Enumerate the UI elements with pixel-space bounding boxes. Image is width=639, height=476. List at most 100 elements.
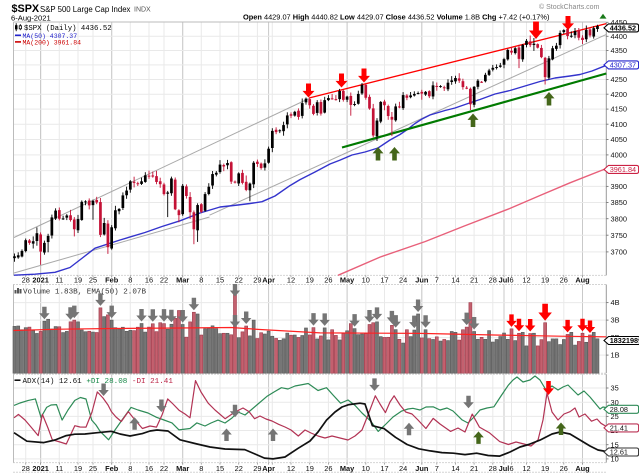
svg-text:4200: 4200 bbox=[611, 90, 627, 99]
svg-text:10: 10 bbox=[611, 455, 619, 464]
svg-text:25: 25 bbox=[89, 464, 97, 473]
svg-text:22: 22 bbox=[235, 276, 243, 285]
svg-text:3800: 3800 bbox=[611, 214, 627, 223]
svg-text:6-Aug-2021: 6-Aug-2021 bbox=[11, 14, 51, 23]
svg-text:7: 7 bbox=[435, 464, 439, 473]
svg-text:16: 16 bbox=[145, 464, 153, 473]
svg-text:25: 25 bbox=[89, 276, 97, 285]
svg-text:29: 29 bbox=[253, 276, 261, 285]
svg-text:MA(50) 4307.37: MA(50) 4307.37 bbox=[23, 33, 78, 40]
svg-text:12: 12 bbox=[287, 276, 295, 285]
svg-text:19: 19 bbox=[541, 276, 549, 285]
svg-text:12.61: 12.61 bbox=[610, 448, 628, 457]
svg-text:22: 22 bbox=[160, 464, 168, 473]
svg-text:16: 16 bbox=[145, 276, 153, 285]
svg-text:4000: 4000 bbox=[611, 151, 627, 160]
svg-text:4450: 4450 bbox=[611, 18, 627, 27]
svg-text:24: 24 bbox=[399, 464, 407, 473]
svg-text:19: 19 bbox=[541, 464, 549, 473]
svg-text:$SPX: $SPX bbox=[12, 3, 40, 15]
svg-text:28: 28 bbox=[22, 276, 30, 285]
svg-text:2021: 2021 bbox=[32, 276, 48, 285]
svg-text:3961.84: 3961.84 bbox=[610, 165, 636, 174]
svg-text:17: 17 bbox=[380, 276, 388, 285]
svg-text:Mar: Mar bbox=[176, 464, 189, 473]
svg-text:ADX(14) 12.61 +DI 28.08 -DI 21: ADX(14) 12.61 +DI 28.08 -DI 21.41 bbox=[23, 378, 174, 386]
svg-text:21: 21 bbox=[470, 276, 478, 285]
svg-text:26: 26 bbox=[324, 464, 332, 473]
svg-text:8: 8 bbox=[128, 464, 132, 473]
svg-text:4050: 4050 bbox=[611, 135, 627, 144]
svg-text:12: 12 bbox=[522, 276, 530, 285]
svg-text:12: 12 bbox=[522, 464, 530, 473]
svg-text:May: May bbox=[340, 276, 355, 285]
svg-text:2021: 2021 bbox=[32, 464, 48, 473]
svg-text:Jun: Jun bbox=[415, 464, 429, 473]
svg-text:Apr: Apr bbox=[262, 464, 275, 473]
svg-text:MA(200) 3961.84: MA(200) 3961.84 bbox=[23, 39, 82, 46]
svg-text:4307.37: 4307.37 bbox=[610, 61, 636, 70]
svg-text:Aug: Aug bbox=[575, 464, 590, 473]
svg-text:4100: 4100 bbox=[611, 120, 627, 129]
svg-text:19: 19 bbox=[306, 464, 314, 473]
svg-text:3B: 3B bbox=[611, 316, 620, 325]
svg-text:28.08: 28.08 bbox=[610, 405, 628, 414]
svg-text:11: 11 bbox=[55, 464, 63, 473]
svg-text:Jun: Jun bbox=[415, 276, 429, 285]
svg-text:Apr: Apr bbox=[262, 276, 275, 285]
svg-text:4B: 4B bbox=[611, 298, 620, 307]
svg-text:21.41: 21.41 bbox=[610, 424, 628, 433]
svg-text:Aug: Aug bbox=[575, 276, 590, 285]
svg-text:6: 6 bbox=[509, 276, 513, 285]
svg-text:7: 7 bbox=[435, 276, 439, 285]
svg-text:1832198912: 1832198912 bbox=[610, 336, 639, 345]
svg-text:10: 10 bbox=[362, 464, 370, 473]
svg-text:Jul: Jul bbox=[499, 464, 510, 473]
svg-text:3750: 3750 bbox=[611, 231, 627, 240]
svg-text:15: 15 bbox=[611, 440, 619, 449]
svg-text:Feb: Feb bbox=[105, 464, 119, 473]
svg-text:INDX: INDX bbox=[134, 7, 151, 14]
svg-text:26: 26 bbox=[560, 464, 568, 473]
svg-text:21: 21 bbox=[470, 464, 478, 473]
svg-text:Volume 1.83B, EMA(50) 2.07B: Volume 1.83B, EMA(50) 2.07B bbox=[23, 288, 146, 296]
svg-text:4250: 4250 bbox=[611, 75, 627, 84]
svg-text:Mar: Mar bbox=[176, 276, 189, 285]
svg-text:35: 35 bbox=[611, 384, 619, 393]
svg-text:3700: 3700 bbox=[611, 248, 627, 257]
svg-text:28: 28 bbox=[489, 464, 497, 473]
svg-text:S&P 500 Large Cap Index: S&P 500 Large Cap Index bbox=[40, 5, 131, 14]
svg-text:3850: 3850 bbox=[611, 198, 627, 207]
svg-text:10: 10 bbox=[362, 276, 370, 285]
svg-text:3900: 3900 bbox=[611, 182, 627, 191]
svg-text:© StockCharts.com: © StockCharts.com bbox=[539, 3, 600, 11]
svg-text:May: May bbox=[340, 464, 355, 473]
svg-text:12: 12 bbox=[287, 464, 295, 473]
svg-text:$SPX (Daily) 4436.52: $SPX (Daily) 4436.52 bbox=[24, 25, 112, 33]
svg-text:4150: 4150 bbox=[611, 105, 627, 114]
svg-text:19: 19 bbox=[74, 464, 82, 473]
svg-text:Feb: Feb bbox=[105, 276, 119, 285]
svg-text:4350: 4350 bbox=[611, 46, 627, 55]
svg-text:15: 15 bbox=[216, 464, 224, 473]
svg-text:11: 11 bbox=[55, 276, 63, 285]
svg-text:22: 22 bbox=[235, 464, 243, 473]
svg-text:1B: 1B bbox=[611, 351, 620, 360]
svg-text:25: 25 bbox=[611, 412, 619, 421]
svg-text:22: 22 bbox=[160, 276, 168, 285]
svg-text:19: 19 bbox=[306, 276, 314, 285]
svg-text:26: 26 bbox=[324, 276, 332, 285]
svg-text:29: 29 bbox=[253, 464, 261, 473]
svg-text:4436.52: 4436.52 bbox=[610, 24, 636, 33]
svg-text:28: 28 bbox=[489, 276, 497, 285]
svg-text:26: 26 bbox=[560, 276, 568, 285]
svg-text:8: 8 bbox=[199, 276, 203, 285]
svg-text:4400: 4400 bbox=[611, 32, 627, 41]
svg-text:17: 17 bbox=[380, 464, 388, 473]
svg-text:6: 6 bbox=[509, 464, 513, 473]
svg-text:8: 8 bbox=[128, 276, 132, 285]
svg-text:24: 24 bbox=[399, 276, 407, 285]
svg-text:Open 4429.07 High 4440.82 Low: Open 4429.07 High 4440.82 Low 4429.07 Cl… bbox=[243, 12, 549, 21]
svg-text:8: 8 bbox=[199, 464, 203, 473]
svg-text:14: 14 bbox=[451, 464, 459, 473]
